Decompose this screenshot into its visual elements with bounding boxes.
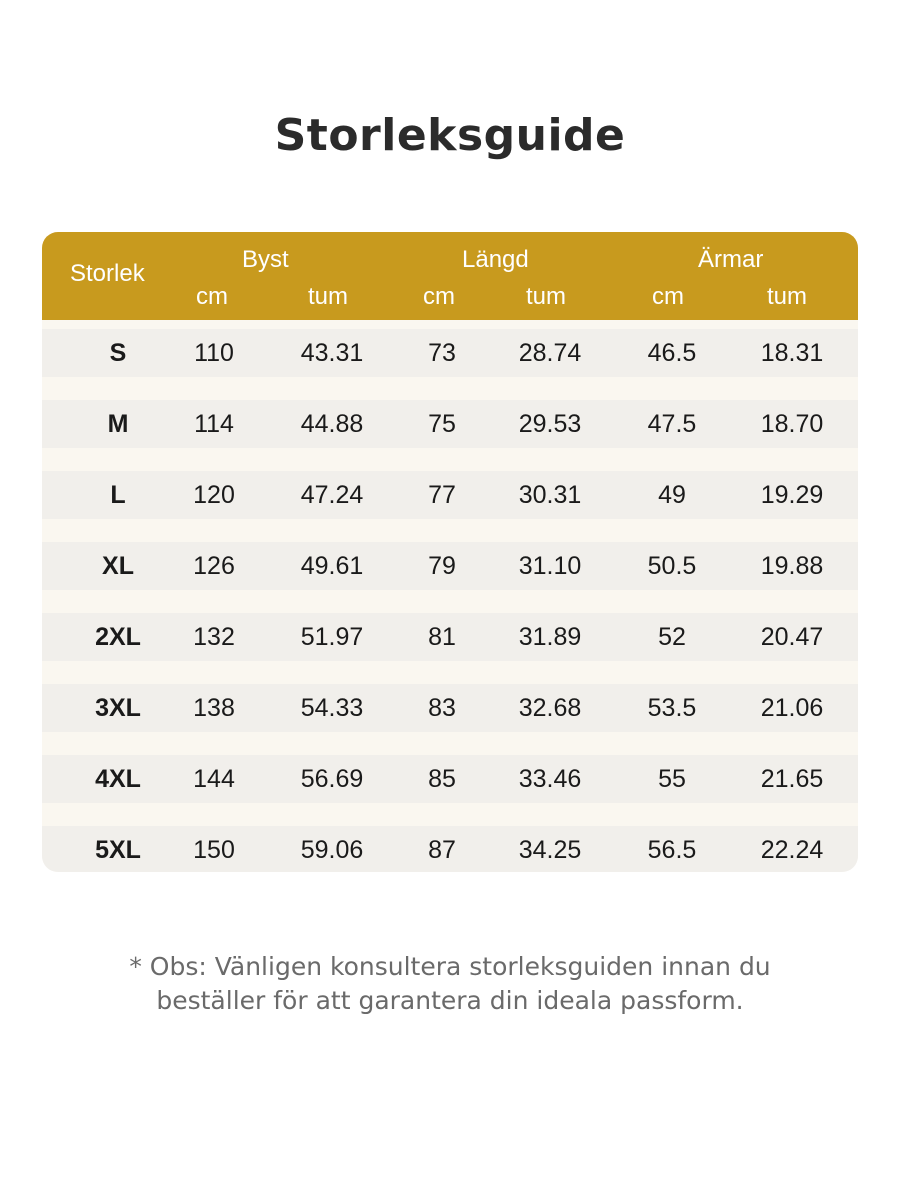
sizing-note-line-2: beställer för att garantera din ideala p…: [156, 986, 744, 1015]
cell-bust-cm: 144: [193, 765, 235, 793]
cell-sleeves-tum: 19.88: [760, 552, 824, 580]
cell-bust-tum: 59.06: [300, 836, 364, 864]
table-row: 3XL 138 54.33 83 32.68 53.5 21.06: [42, 684, 858, 732]
header-group-bust: Byst: [242, 246, 289, 273]
cell-sleeves-cm: 56.5: [647, 836, 697, 864]
cell-size: XL: [102, 552, 134, 580]
cell-sleeves-tum: 20.47: [760, 623, 824, 651]
cell-sleeves-tum: 18.31: [760, 339, 824, 367]
cell-length-cm: 87: [428, 836, 456, 864]
cell-length-cm: 73: [428, 339, 456, 367]
cell-size: S: [109, 339, 127, 367]
header-group-sleeves: Ärmar: [698, 246, 764, 273]
cell-sleeves-cm: 49: [658, 481, 686, 509]
table-row: 5XL 150 59.06 87 34.25 56.5 22.24: [42, 826, 858, 872]
cell-sleeves-tum: 18.70: [760, 410, 824, 438]
cell-sleeves-tum: 22.24: [760, 836, 824, 864]
cell-length-cm: 79: [428, 552, 456, 580]
cell-bust-tum: 56.69: [300, 765, 364, 793]
cell-length-cm: 85: [428, 765, 456, 793]
cell-sleeves-tum: 21.65: [760, 765, 824, 793]
cell-size: 4XL: [95, 765, 141, 793]
cell-bust-tum: 54.33: [300, 694, 364, 722]
header-unit-length-cm: cm: [423, 283, 455, 310]
cell-bust-tum: 51.97: [300, 623, 364, 651]
cell-bust-cm: 126: [193, 552, 235, 580]
cell-bust-cm: 114: [194, 410, 234, 438]
cell-length-cm: 75: [428, 410, 456, 438]
sizing-note-line-1: * Obs: Vänligen konsultera storleksguide…: [129, 952, 771, 981]
table-header: Storlek Byst Längd Ärmar cm tum cm tum c…: [42, 232, 858, 320]
header-unit-length-tum: tum: [526, 283, 567, 310]
cell-bust-tum: 44.88: [300, 410, 364, 438]
header-unit-sleeves-tum: tum: [767, 283, 808, 310]
cell-length-tum: 33.46: [518, 765, 582, 793]
table-row: 4XL 144 56.69 85 33.46 55 21.65: [42, 755, 858, 803]
cell-length-cm: 77: [428, 481, 456, 509]
cell-length-tum: 32.68: [518, 694, 582, 722]
cell-length-tum: 28.74: [518, 339, 582, 367]
cell-sleeves-cm: 53.5: [647, 694, 697, 722]
cell-length-tum: 34.25: [518, 836, 582, 864]
cell-length-cm: 81: [428, 623, 456, 651]
cell-bust-cm: 132: [193, 623, 235, 651]
size-chart-table: Storlek Byst Längd Ärmar cm tum cm tum c…: [42, 232, 858, 872]
cell-bust-cm: 110: [194, 339, 234, 367]
cell-bust-tum: 47.24: [300, 481, 364, 509]
header-unit-sleeves-cm: cm: [652, 283, 684, 310]
header-group-length: Längd: [462, 246, 529, 273]
page-title: Storleksguide: [274, 110, 626, 161]
cell-length-tum: 31.89: [518, 623, 582, 651]
cell-bust-cm: 120: [193, 481, 235, 509]
cell-bust-cm: 150: [193, 836, 235, 864]
cell-sleeves-cm: 50.5: [647, 552, 697, 580]
cell-bust-cm: 138: [193, 694, 235, 722]
cell-size: 3XL: [95, 694, 141, 722]
table-row: M 114 44.88 75 29.53 47.5 18.70: [42, 400, 858, 448]
cell-sleeves-tum: 21.06: [760, 694, 824, 722]
header-unit-bust-cm: cm: [196, 283, 228, 310]
cell-bust-tum: 49.61: [300, 552, 364, 580]
cell-size: 2XL: [95, 623, 141, 651]
cell-length-tum: 31.10: [518, 552, 582, 580]
cell-sleeves-cm: 55: [658, 765, 686, 793]
table-row: L 120 47.24 77 30.31 49 19.29: [42, 471, 858, 519]
sizing-note: * Obs: Vänligen konsultera storleksguide…: [0, 950, 900, 1018]
cell-size: L: [110, 481, 126, 509]
cell-bust-tum: 43.31: [300, 339, 364, 367]
cell-sleeves-cm: 52: [658, 623, 686, 651]
cell-sleeves-cm: 47.5: [647, 410, 697, 438]
header-size: Storlek: [70, 260, 145, 287]
cell-sleeves-cm: 46.5: [647, 339, 697, 367]
cell-sleeves-tum: 19.29: [760, 481, 824, 509]
cell-length-cm: 83: [428, 694, 456, 722]
cell-size: 5XL: [95, 836, 141, 864]
table-row: 2XL 132 51.97 81 31.89 52 20.47: [42, 613, 858, 661]
cell-size: M: [107, 410, 129, 438]
cell-length-tum: 29.53: [518, 410, 582, 438]
header-unit-bust-tum: tum: [308, 283, 349, 310]
cell-length-tum: 30.31: [518, 481, 582, 509]
table-row: XL 126 49.61 79 31.10 50.5 19.88: [42, 542, 858, 590]
table-row: S 110 43.31 73 28.74 46.5 18.31: [42, 329, 858, 377]
